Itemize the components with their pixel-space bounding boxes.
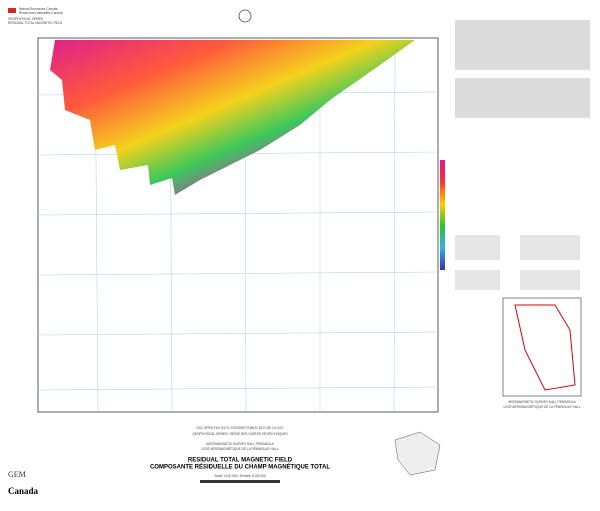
canada-wordmark: Canada — [8, 486, 39, 496]
colour-bar — [440, 160, 445, 270]
index-map — [502, 297, 582, 397]
survey-title: AEROMAGNETIC SURVEY HALL PENINSULA — [206, 442, 274, 446]
map-type: RESIDUAL TOTAL MAGNETIC FIELD — [8, 21, 63, 25]
scale: Scale 1:100 000 / Échelle 1/100 000 — [214, 473, 265, 478]
series: GEOPHYSICAL SERIES — [8, 17, 43, 21]
gem-logo: GEM — [8, 470, 26, 479]
survey-outline — [514, 304, 576, 391]
department-fr: Ressources naturelles Canada — [19, 11, 63, 15]
notes — [455, 20, 590, 290]
emblem — [238, 9, 252, 23]
index-title-fr: LEVÉ AÉROMAGNÉTIQUE DE LA PÉNINSULE HALL — [503, 404, 580, 409]
open-file: GSC OPEN FILE 6173 / DOSSIER PUBLIC 6173… — [196, 426, 284, 430]
department-en: Natural Resources Canada — [19, 7, 58, 11]
scale-bar — [200, 480, 280, 483]
magnetic-data — [50, 40, 415, 195]
survey-title-fr: LEVÉ AÉROMAGNÉTIQUE DE LA PÉNINSULE HALL — [201, 446, 278, 451]
main-title: RESIDUAL TOTAL MAGNETIC FIELD — [188, 458, 293, 464]
main-title-fr: COMPOSANTE RÉSIDUELLE DU CHAMP MAGNÉTIQU… — [150, 463, 330, 471]
flag — [8, 8, 16, 13]
series-title: GEOPHYSICAL SERIES / SÉRIE DES CARTES GÉ… — [192, 431, 287, 436]
location-map — [394, 431, 441, 476]
index-title: AEROMAGNETIC SURVEY HALL PENINSULA — [508, 400, 576, 404]
